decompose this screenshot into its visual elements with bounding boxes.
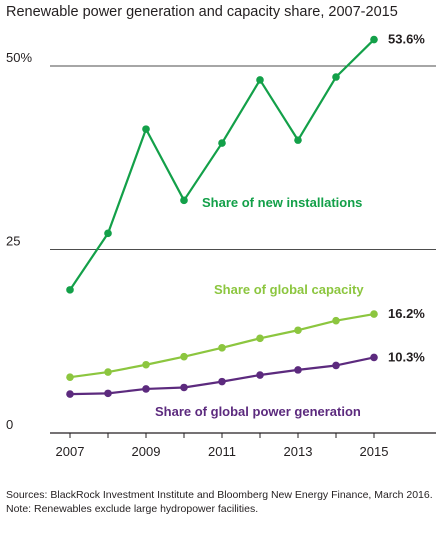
data-point (294, 326, 302, 335)
source-line: Sources: BlackRock Investment Institute … (6, 489, 433, 501)
data-point (218, 344, 226, 352)
data-point (256, 371, 264, 379)
data-point (332, 361, 340, 370)
source-notes: Sources: BlackRock Investment Institute … (6, 488, 433, 516)
series-line (69, 356, 375, 396)
data-point (66, 373, 74, 382)
y-tick-label: 25 (6, 234, 20, 249)
series-line (69, 38, 375, 291)
data-point (180, 383, 188, 392)
chart-title: Renewable power generation and capacity … (6, 4, 398, 20)
data-point (370, 310, 378, 318)
data-point (66, 390, 74, 398)
data-point (294, 136, 302, 144)
end-value-label: 53.6% (388, 32, 425, 47)
data-point (294, 366, 302, 374)
data-point (218, 377, 226, 386)
series-name-label: Share of new installations (202, 195, 362, 210)
data-point (180, 196, 188, 205)
note-line: Note: Renewables exclude large hydropowe… (6, 503, 259, 515)
data-point (142, 360, 150, 369)
data-point (332, 316, 340, 325)
series-name-label: Share of global capacity (214, 282, 364, 297)
data-point (180, 352, 188, 361)
data-point (256, 334, 264, 343)
data-point (218, 139, 226, 147)
series-name-label: Share of global power generation (155, 404, 361, 419)
end-value-label: 16.2% (388, 306, 425, 321)
data-point (332, 73, 340, 81)
x-tick-label: 2015 (360, 444, 389, 459)
x-tick-label: 2011 (208, 444, 236, 459)
data-point (256, 76, 264, 84)
x-tick-label: 2013 (284, 444, 313, 459)
data-point (104, 229, 112, 238)
data-point (142, 125, 150, 133)
y-tick-label: 50% (6, 50, 32, 65)
line-chart: 50% 25 0 2007 2009 2011 2013 2015 53.6% Share of … (6, 32, 436, 459)
y-tick-label: 0 (6, 417, 13, 432)
data-point (66, 286, 74, 294)
data-point (104, 389, 112, 398)
x-tick-label: 2007 (56, 444, 85, 459)
data-point (370, 35, 378, 44)
data-point (104, 368, 112, 376)
x-tick-label: 2009 (132, 444, 161, 459)
data-point (370, 353, 378, 362)
end-value-label: 10.3% (388, 349, 425, 364)
data-point (142, 385, 150, 393)
